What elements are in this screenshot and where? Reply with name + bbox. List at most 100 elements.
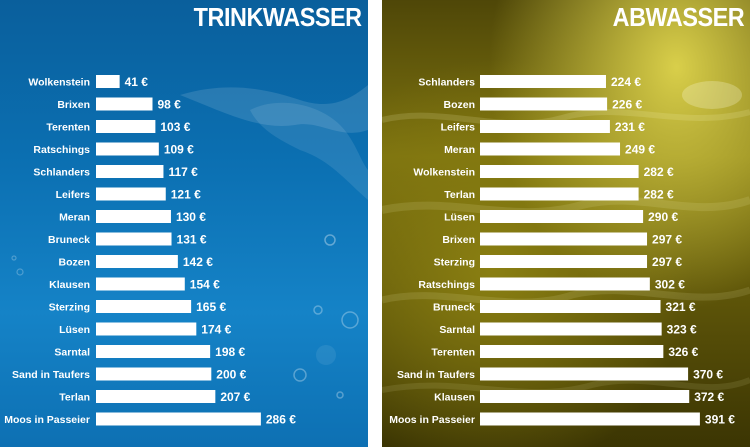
category-label: Terlan [444,189,475,201]
bar [96,277,185,291]
category-label: Leifers [56,189,91,201]
bar [480,97,608,111]
category-label: Sarntal [439,324,475,336]
bar [480,75,606,88]
category-label: Bruneck [48,234,90,246]
bar [480,142,621,156]
category-label: Klausen [49,279,90,291]
bar [480,300,661,313]
drinking-water-chart: Wolkenstein 41 € Brixen 98 € Terenten 103 € Ra… [4,75,296,427]
value-label: 200 € [216,368,246,382]
value-label: 224 € [611,75,641,89]
value-label: 297 € [652,233,682,247]
bar [96,232,172,246]
bar [480,165,639,178]
bar [96,120,156,133]
category-label: Ratschings [33,144,90,156]
value-label: 326 € [668,345,698,359]
value-label: 297 € [652,255,682,269]
drinking-water-panel: TRINKWASSER Wolkenstein 41 € Brixen 98 € Ter… [0,0,368,447]
value-label: 286 € [266,413,296,427]
bar [480,187,639,201]
wastewater-title: ABWASSER [612,2,744,32]
value-label: 98 € [157,98,181,112]
bar [96,390,216,403]
value-label: 117 € [168,165,198,179]
value-label: 323 € [667,323,697,337]
category-label: Sterzing [49,302,90,314]
bar [480,367,689,381]
wastewater-panel: ABWASSER Schlanders 224 € Bozen 226 € Leifer… [382,0,750,447]
category-label: Leifers [441,122,476,134]
category-label: Bozen [444,99,476,111]
bar [96,97,153,111]
category-label: Schlanders [418,77,475,89]
category-label: Lüsen [59,324,90,336]
value-label: 121 € [171,188,201,202]
value-label: 391 € [705,413,735,427]
value-label: 231 € [615,120,645,134]
value-label: 103 € [160,120,190,134]
value-label: 290 € [648,210,678,224]
value-label: 226 € [612,98,642,112]
value-label: 321 € [666,300,696,314]
category-label: Terenten [431,347,475,359]
bar [96,322,197,336]
category-label: Meran [59,212,90,224]
value-label: 282 € [644,188,674,202]
category-label: Sterzing [434,257,475,269]
bar [480,322,662,336]
category-label: Terenten [46,122,90,134]
bar [96,300,192,313]
value-label: 302 € [655,278,685,292]
category-label: Terlan [59,392,90,404]
value-label: 198 € [215,345,245,359]
value-label: 142 € [183,255,213,269]
category-label: Moos in Passeier [4,414,90,426]
category-label: Moos in Passeier [389,414,475,426]
category-label: Wolkenstein [28,77,90,89]
value-label: 41 € [125,75,149,89]
category-label: Brixen [57,99,90,111]
value-label: 370 € [693,368,723,382]
category-label: Schlanders [33,167,90,179]
category-label: Bruneck [433,302,475,314]
bar [480,345,664,358]
bar [96,345,211,358]
category-label: Klausen [434,392,475,404]
value-label: 174 € [201,323,231,337]
bar [96,142,159,156]
drinking-water-title: TRINKWASSER [194,2,362,32]
bar [96,187,166,201]
bar [96,255,178,268]
category-label: Bozen [59,257,91,269]
bar [480,390,690,403]
bar [480,210,644,223]
value-label: 131 € [177,233,207,247]
value-label: 207 € [220,390,250,404]
bar [480,412,700,426]
category-label: Sand in Taufers [12,369,90,381]
bar [480,255,648,268]
category-label: Sand in Taufers [397,369,475,381]
bar [96,412,261,426]
value-label: 130 € [176,210,206,224]
bar [480,277,650,291]
category-label: Sarntal [54,347,90,359]
bar [96,165,164,178]
value-label: 282 € [644,165,674,179]
bar [96,367,212,381]
value-label: 372 € [694,390,724,404]
bar [96,75,120,88]
value-label: 154 € [190,278,220,292]
category-label: Meran [444,144,475,156]
bar [480,120,610,133]
bar [96,210,171,223]
category-label: Ratschings [418,279,475,291]
value-label: 109 € [164,143,194,157]
value-label: 165 € [196,300,226,314]
category-label: Brixen [442,234,475,246]
category-label: Wolkenstein [413,167,475,179]
value-label: 249 € [625,143,655,157]
category-label: Lüsen [444,212,475,224]
